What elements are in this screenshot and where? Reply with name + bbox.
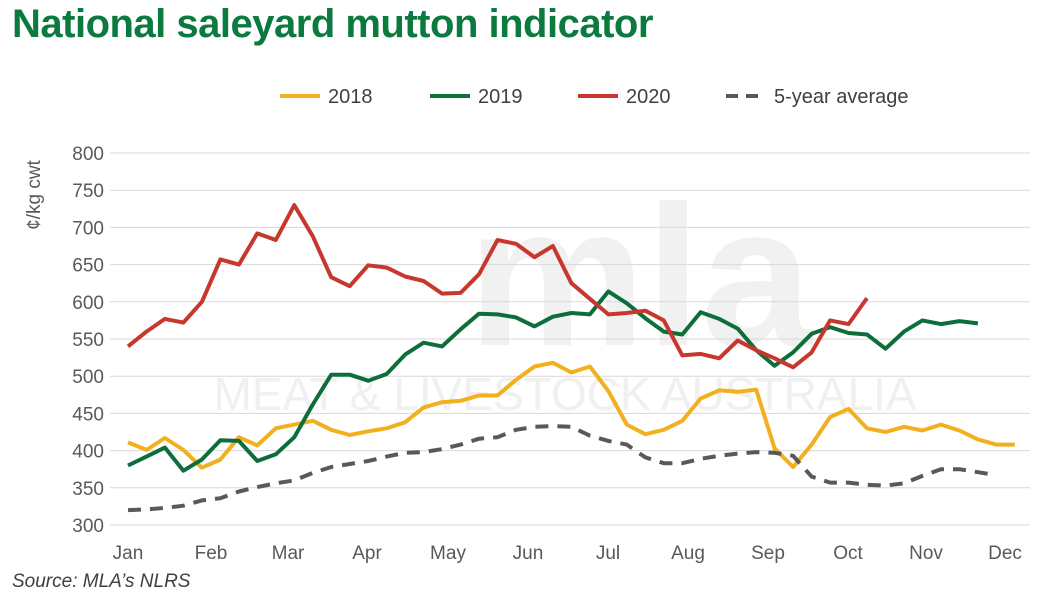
y-axis-label: ¢/kg cwt xyxy=(24,159,45,229)
y-tick-label: 350 xyxy=(72,479,104,500)
x-tick-label: Feb xyxy=(195,543,228,564)
series-line-2020 xyxy=(126,203,869,370)
legend-label: 2018 xyxy=(328,86,373,108)
x-tick-label: Apr xyxy=(352,543,382,564)
x-tick-label: Jun xyxy=(513,543,544,564)
x-tick-label: Oct xyxy=(833,543,863,564)
y-tick-label: 450 xyxy=(72,404,104,425)
x-tick-label: Aug xyxy=(671,543,705,564)
y-tick-label: 650 xyxy=(72,256,104,277)
x-tick-label: Mar xyxy=(272,543,305,564)
legend-label: 2019 xyxy=(478,86,523,108)
y-tick-label: 600 xyxy=(72,293,104,314)
y-tick-label: 800 xyxy=(72,144,104,165)
y-tick-label: 550 xyxy=(72,330,104,351)
x-tick-label: Sep xyxy=(751,543,785,564)
x-tick-label: Jul xyxy=(596,543,620,564)
x-tick-label: Jan xyxy=(113,543,144,564)
series-line-5-year-average xyxy=(127,424,997,513)
y-tick-label: 500 xyxy=(72,367,104,388)
x-tick-label: Dec xyxy=(988,543,1022,564)
legend-label: 2020 xyxy=(626,86,671,108)
legend-label: 5-year average xyxy=(774,86,909,108)
y-tick-label: 400 xyxy=(72,442,104,463)
y-tick-label: 750 xyxy=(72,181,104,202)
x-tick-label: Nov xyxy=(909,543,943,564)
source-note: Source: MLA’s NLRS xyxy=(12,571,191,592)
series-line-2019 xyxy=(127,289,979,473)
x-tick-label: May xyxy=(430,543,466,564)
series-line-2018 xyxy=(127,360,1015,470)
y-tick-label: 300 xyxy=(72,516,104,537)
y-tick-label: 700 xyxy=(72,218,104,239)
chart-title: National saleyard mutton indicator xyxy=(12,2,653,46)
